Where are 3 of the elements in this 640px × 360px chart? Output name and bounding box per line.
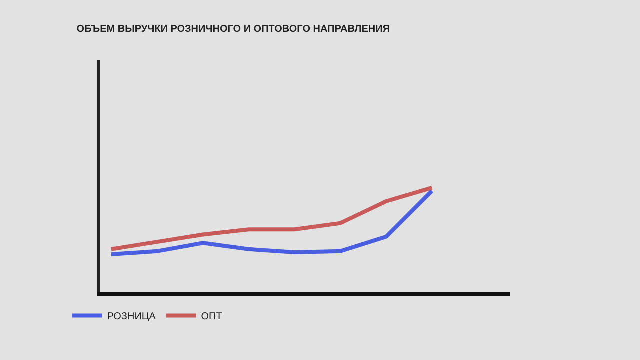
chart-title: ОБЪЕМ ВЫРУЧКИ РОЗНИЧНОГО И ОПТОВОГО НАПРАВЛЕНИЯ xyxy=(76,24,390,36)
legend-label: РОЗНИЦА xyxy=(107,312,156,323)
legend-label: ОПТ xyxy=(201,312,222,323)
